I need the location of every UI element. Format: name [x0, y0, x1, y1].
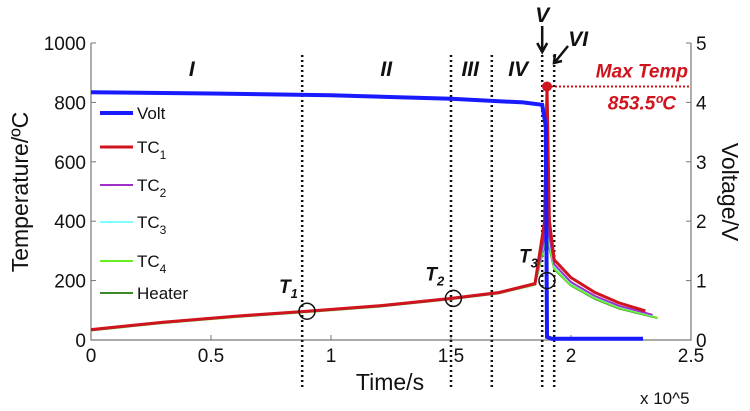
stage-label: I: [189, 58, 196, 81]
max-temp-title: Max Temp: [596, 62, 688, 83]
legend-label: TC4: [137, 252, 167, 276]
y2-tick-label: 2: [696, 212, 707, 233]
y-tick-label: 400: [54, 212, 86, 233]
max-temp-value: 853.5ºC: [608, 94, 676, 115]
marker-label: T1: [279, 277, 298, 301]
axis-frame: [90, 43, 692, 341]
y-tick-label: 200: [54, 272, 86, 293]
series-lines: [90, 86, 658, 341]
y-tick-label: 0: [75, 331, 86, 352]
stage-label: II: [380, 58, 393, 81]
y2-tick-label: 3: [696, 153, 707, 174]
y2-tick-label: 0: [696, 331, 707, 352]
x-multiplier: x 10^5: [640, 389, 690, 408]
y2-tick-label: 1: [696, 272, 707, 293]
series-line-tc1: [90, 86, 646, 332]
y2-tick-label: 4: [696, 93, 707, 114]
marker-label: T2: [425, 264, 445, 288]
legend-label: TC1: [137, 138, 167, 162]
y-tick-label: 800: [54, 93, 86, 114]
max-temp-point: [542, 81, 552, 92]
x-tick-label: 0: [86, 346, 97, 367]
y2-tick-label: 5: [696, 34, 707, 55]
x-tick-label: 2.5: [678, 346, 704, 367]
x-tick-label: 1: [326, 346, 337, 367]
marker-label: T3: [519, 247, 539, 271]
legend-label: Volt: [137, 104, 166, 123]
stage-label: IV: [508, 58, 530, 81]
legend-label: TC3: [137, 213, 167, 237]
stage-label: VI: [568, 28, 589, 51]
y-axis-label: Temperature/ºC: [7, 112, 33, 273]
y-tick-label: 1000: [44, 34, 86, 55]
x-tick-label: 2: [566, 346, 577, 367]
arrow-icon: [536, 26, 549, 55]
x-axis-label: Time/s: [356, 369, 424, 395]
marker-circle: [538, 271, 556, 290]
legend-label: Heater: [137, 284, 188, 303]
x-tick-label: 0.5: [198, 346, 224, 367]
y-tick-label: 600: [54, 153, 86, 174]
series-line-volt: [90, 90, 643, 341]
stage-label: III: [461, 58, 480, 81]
stage-label: V: [535, 4, 551, 27]
marker-circle: [298, 302, 316, 320]
arrow-icon: [552, 45, 569, 65]
legend: Volt TC1 TC2 TC3 TC4 Heater: [100, 104, 188, 303]
marker-circle: [444, 289, 463, 308]
legend-label: TC2: [137, 176, 167, 200]
y2-axis-label: Voltage/V: [717, 143, 743, 242]
